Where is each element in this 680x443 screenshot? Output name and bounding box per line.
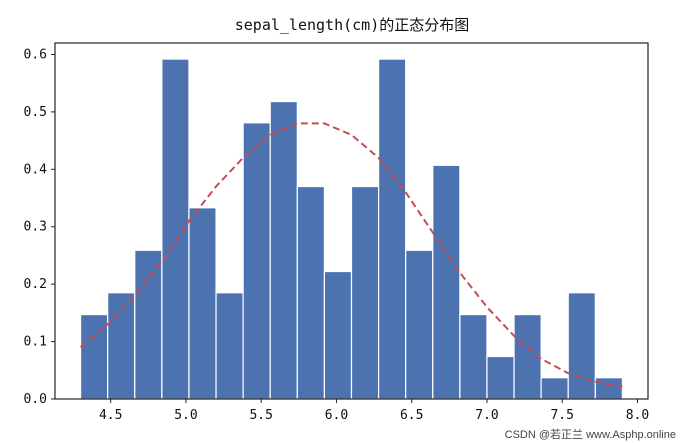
histogram-bar [323,270,353,400]
x-axis: 4.5 5.0 5.5 6.0 6.5 7.0 7.5 8.0 [99,399,649,423]
y-tick-label: 0.5 [24,105,47,120]
x-tick-label: 6.5 [400,408,423,423]
watermark: CSDN @若正兰 www.Asphp.online [505,428,676,441]
y-tick-label: 0.1 [24,335,47,350]
histogram-bar [540,377,569,400]
histogram-bar [296,185,326,400]
histogram-bar [432,164,461,400]
histogram-bar [459,313,488,400]
histogram-bar [377,58,407,400]
histogram-bar [513,313,542,400]
x-tick-label: 5.5 [249,408,272,423]
histogram-bar [486,355,515,400]
histogram-bar [269,100,298,400]
histogram-bar [242,122,271,400]
y-axis: 0.0 0.1 0.2 0.3 0.4 0.5 0.6 [24,47,55,407]
chart-title: sepal_length(cm)的正态分布图 [235,16,470,34]
normal-curve [79,122,623,388]
histogram-bar [350,185,380,400]
y-tick-label: 0.3 [24,220,47,235]
x-tick-label: 7.5 [550,408,573,423]
histogram-bar [215,292,244,400]
histogram-bar [134,249,163,400]
y-tick-label: 0.2 [24,277,47,292]
histogram-bar [107,292,136,400]
histogram-bar [79,313,109,400]
histogram-bar [405,249,434,400]
y-tick-label: 0.6 [24,47,47,62]
y-tick-label: 0.0 [24,392,47,407]
plot-frame [54,42,649,400]
x-tick-label: 8.0 [626,408,649,423]
histogram-bar [161,58,190,400]
x-tick-label: 6.0 [325,408,348,423]
histogram-bar [188,207,217,400]
y-tick-label: 0.4 [24,162,48,177]
x-tick-label: 5.0 [174,408,197,423]
histogram-bar [567,292,596,400]
x-tick-label: 7.0 [475,408,498,423]
x-tick-label: 4.5 [99,408,122,423]
histogram-bar [594,377,624,400]
bars-group [79,58,624,400]
